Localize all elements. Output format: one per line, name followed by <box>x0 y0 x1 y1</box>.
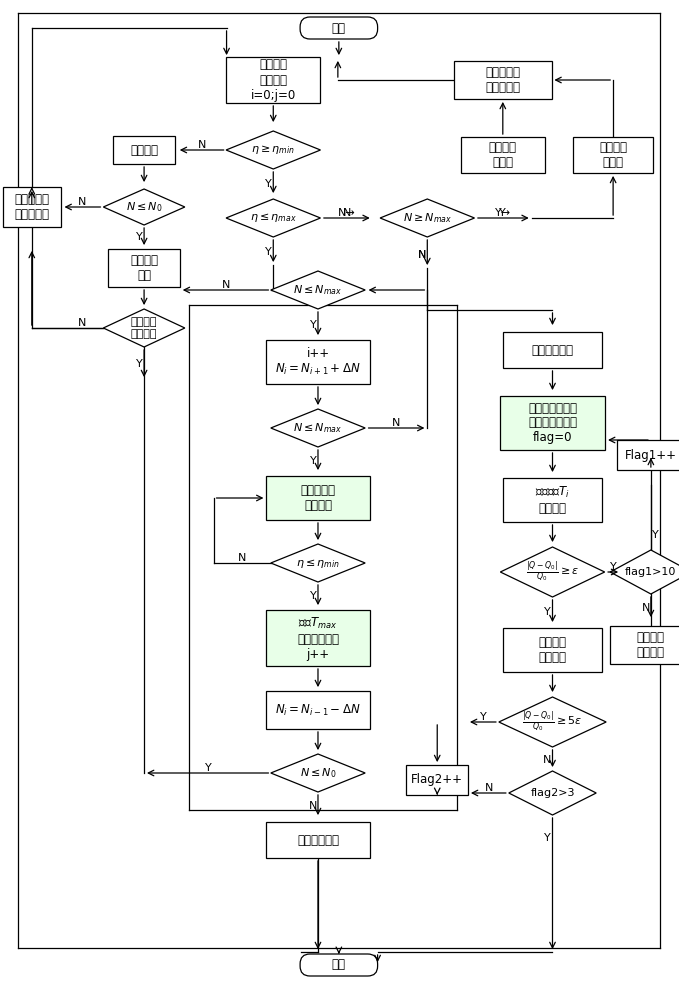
Text: N: N <box>309 801 317 811</box>
FancyBboxPatch shape <box>266 691 370 729</box>
Text: $\eta \geq \eta_{min}$: $\eta \geq \eta_{min}$ <box>251 143 295 156</box>
Text: $\eta \leq \eta_{min}$: $\eta \leq \eta_{min}$ <box>296 556 340 570</box>
Text: $N \geq N_{max}$: $N \geq N_{max}$ <box>403 211 452 225</box>
Text: Y→: Y→ <box>494 208 511 218</box>
Text: N: N <box>642 603 650 613</box>
Text: 修正生产
间抽周期: 修正生产 间抽周期 <box>637 631 665 659</box>
Text: Y: Y <box>309 591 316 601</box>
Text: Y: Y <box>544 607 551 617</box>
Text: 方案确定
持续生产: 方案确定 持续生产 <box>538 636 566 664</box>
FancyBboxPatch shape <box>503 478 602 522</box>
Text: 空抽状态: 空抽状态 <box>130 143 158 156</box>
Text: Flag1++: Flag1++ <box>625 448 677 462</box>
Text: Y: Y <box>610 562 617 572</box>
Text: $N_i = N_{i-1} - \Delta N$: $N_i = N_{i-1} - \Delta N$ <box>275 702 361 718</box>
Polygon shape <box>501 547 604 597</box>
Text: N: N <box>79 197 87 207</box>
FancyBboxPatch shape <box>617 440 683 470</box>
Text: N: N <box>343 208 351 218</box>
Text: Y: Y <box>265 247 272 257</box>
Polygon shape <box>270 409 365 447</box>
Text: 产量最大
状态: 产量最大 状态 <box>130 254 158 282</box>
Polygon shape <box>226 199 320 237</box>
Text: N: N <box>485 783 493 793</box>
Text: $\frac{|Q-Q_0|}{Q_0}\geq 5\varepsilon$: $\frac{|Q-Q_0|}{Q_0}\geq 5\varepsilon$ <box>522 710 583 734</box>
FancyBboxPatch shape <box>3 187 61 227</box>
Text: 读取数据
进行分析
i=0;j=0: 读取数据 进行分析 i=0;j=0 <box>251 58 296 102</box>
FancyBboxPatch shape <box>454 61 551 99</box>
Polygon shape <box>610 550 683 594</box>
FancyBboxPatch shape <box>300 954 378 976</box>
Polygon shape <box>270 271 365 309</box>
FancyBboxPatch shape <box>266 822 370 858</box>
Text: N: N <box>238 553 247 563</box>
FancyBboxPatch shape <box>300 17 378 39</box>
Text: N: N <box>418 250 426 260</box>
Text: N: N <box>418 250 426 260</box>
FancyBboxPatch shape <box>460 137 545 173</box>
Polygon shape <box>509 771 596 815</box>
FancyBboxPatch shape <box>266 610 370 666</box>
Text: Y: Y <box>136 359 143 369</box>
FancyBboxPatch shape <box>113 136 175 164</box>
Polygon shape <box>270 544 365 582</box>
FancyBboxPatch shape <box>610 626 683 664</box>
FancyBboxPatch shape <box>503 628 602 672</box>
Text: 开始: 开始 <box>332 21 346 34</box>
Text: N: N <box>221 280 229 290</box>
Text: N: N <box>544 755 552 765</box>
Text: i++
$N_i = N_{i+1} + \Delta N$: i++ $N_i = N_{i+1} + \Delta N$ <box>275 347 361 377</box>
Text: $N \leq N_0$: $N \leq N_0$ <box>126 200 163 214</box>
Text: Y: Y <box>479 712 486 722</box>
Polygon shape <box>270 754 365 792</box>
FancyBboxPatch shape <box>226 57 320 103</box>
Text: N: N <box>197 140 206 150</box>
Text: $\frac{|Q-Q_0|}{Q_0}\geq\varepsilon$: $\frac{|Q-Q_0|}{Q_0}\geq\varepsilon$ <box>526 560 579 584</box>
Text: 降低冲次运
行等待稳定: 降低冲次运 行等待稳定 <box>14 193 49 221</box>
Polygon shape <box>103 309 185 347</box>
Text: 停机$T_{max}$
生产分析数据
j++: 停机$T_{max}$ 生产分析数据 j++ <box>297 615 339 661</box>
Text: $N \leq N_{max}$: $N \leq N_{max}$ <box>293 421 343 435</box>
Text: Y: Y <box>499 208 506 218</box>
Text: 可改变设
备增产: 可改变设 备增产 <box>599 141 627 169</box>
Polygon shape <box>226 131 320 169</box>
FancyBboxPatch shape <box>266 476 370 520</box>
Text: 停机时间$T_i$
恢复生产: 停机时间$T_i$ 恢复生产 <box>535 485 570 515</box>
Text: 选取最佳冲次: 选取最佳冲次 <box>297 834 339 846</box>
Text: N: N <box>392 418 401 428</box>
FancyBboxPatch shape <box>109 249 180 287</box>
Text: Y: Y <box>544 833 551 843</box>
Text: Y: Y <box>652 530 659 540</box>
Text: Y: Y <box>265 179 272 189</box>
Polygon shape <box>499 697 606 747</box>
Text: $N \leq N_{max}$: $N \leq N_{max}$ <box>293 283 343 297</box>
Text: $N \leq N_0$: $N \leq N_0$ <box>300 766 336 780</box>
FancyBboxPatch shape <box>573 137 653 173</box>
Text: flag1>10: flag1>10 <box>625 567 677 577</box>
FancyBboxPatch shape <box>266 340 370 384</box>
Text: 结束: 结束 <box>332 958 346 972</box>
Text: 是否调整
目标产量: 是否调整 目标产量 <box>131 317 157 339</box>
Text: N: N <box>79 318 87 328</box>
FancyBboxPatch shape <box>406 765 468 795</box>
Text: Y: Y <box>309 456 316 466</box>
Polygon shape <box>380 199 475 237</box>
Text: flag2>3: flag2>3 <box>530 788 575 798</box>
Polygon shape <box>103 189 185 225</box>
Text: 选用最佳冲次生
产至充满度稳定
flag=0: 选用最佳冲次生 产至充满度稳定 flag=0 <box>528 401 577 444</box>
Text: 选用间抽周期: 选用间抽周期 <box>531 344 574 357</box>
FancyBboxPatch shape <box>501 396 604 450</box>
Text: 可调节冲
次增产: 可调节冲 次增产 <box>489 141 517 169</box>
Text: Y: Y <box>136 232 143 242</box>
Text: Y: Y <box>206 763 212 773</box>
FancyBboxPatch shape <box>503 332 602 368</box>
Text: $\eta \leq \eta_{max}$: $\eta \leq \eta_{max}$ <box>250 212 296 225</box>
Text: 冲次调节运
行等待稳定: 冲次调节运 行等待稳定 <box>486 66 520 94</box>
Text: Flag2++: Flag2++ <box>411 774 463 786</box>
Text: 持续生产分
析数据待: 持续生产分 析数据待 <box>301 484 335 512</box>
Text: Y: Y <box>309 320 316 330</box>
Text: N→: N→ <box>338 208 356 218</box>
